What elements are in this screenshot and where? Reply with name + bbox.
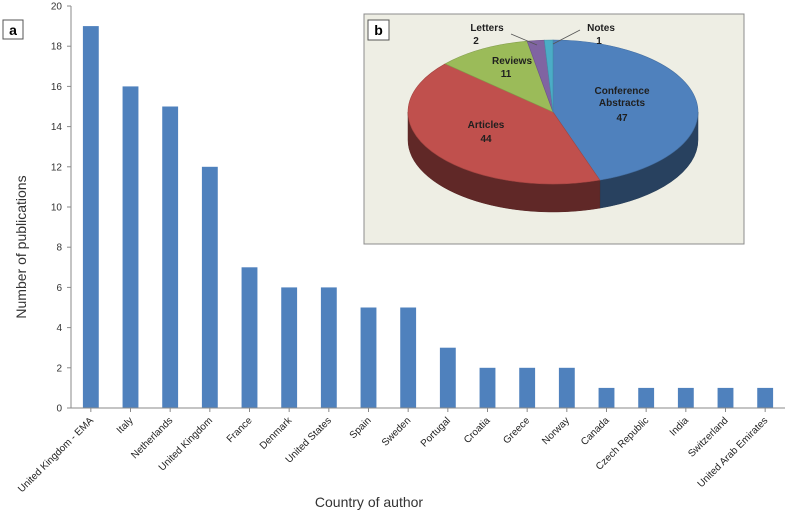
pie-label-articles-name: Articles [468, 120, 505, 131]
bar [82, 26, 99, 408]
x-tick-label: Norway [540, 415, 572, 447]
panel-a-letter: a [9, 22, 17, 38]
x-tick-label: India [668, 415, 691, 438]
pie-slice [444, 40, 554, 113]
y-axis: 0 2 4 6 8 10 12 14 16 18 20 [51, 2, 71, 415]
y-tick-label: 6 [56, 283, 62, 294]
bar [677, 387, 694, 408]
pie-slice [552, 39, 699, 181]
pie-chart-panel: b Conference Abstracts 47 Articles 44 Re… [363, 13, 745, 245]
x-axis-labels: United Kingdom - EMA ItalyNetherlandsUnit… [16, 408, 770, 495]
x-tick-label: Portugal [419, 415, 453, 449]
pie-labels: Conference Abstracts 47 Articles 44 Revi… [468, 23, 650, 145]
y-tick-label: 10 [51, 203, 63, 214]
pie-slice [543, 39, 554, 113]
bar [360, 307, 377, 408]
panel-b-box [367, 19, 390, 41]
bar [201, 166, 218, 408]
letters-leader-line [510, 33, 538, 46]
x-tick-label: United Kingdom - EMA [16, 415, 96, 495]
y-tick-label: 8 [56, 243, 62, 254]
pie-slices [407, 39, 699, 213]
y-tick-label: 16 [51, 82, 63, 93]
bar-series [82, 26, 774, 409]
pie-label-articles-value: 44 [480, 134, 492, 145]
x-tick-label: Italy [115, 415, 136, 436]
x-tick-label: United Arab Emirates [696, 415, 771, 490]
y-tick-label: 4 [56, 323, 62, 334]
bar [598, 387, 615, 408]
pie-label-letters-name: Letters [470, 23, 504, 34]
pie-slice [407, 63, 601, 185]
panel-a-box [2, 19, 24, 40]
pie-label-reviews-name: Reviews [492, 56, 532, 67]
pie-label-letters-value: 2 [473, 36, 479, 47]
y-tick-label: 20 [51, 2, 63, 13]
x-tick-label: Canada [579, 415, 612, 448]
bar [439, 347, 456, 408]
y-axis-title: Number of publications [13, 175, 29, 318]
y-tick-label: 12 [51, 162, 63, 173]
bar [519, 367, 536, 408]
y-tick-label: 2 [56, 363, 62, 374]
y-tick-label: 0 [56, 404, 62, 415]
bar [320, 287, 337, 408]
bar [162, 106, 179, 408]
y-tick-label: 18 [51, 42, 63, 53]
pie-label-reviews-value: 11 [501, 69, 512, 80]
bar [638, 387, 655, 408]
pie-label-notes-value: 1 [596, 36, 602, 47]
pie-label-conference-value: 47 [616, 113, 628, 124]
bar [241, 267, 258, 408]
bar [122, 86, 139, 409]
pie-label-conference-name: Conference [594, 86, 649, 97]
bar [717, 387, 734, 408]
x-tick-label: Sweden [380, 415, 413, 448]
bar [757, 387, 774, 408]
panel-b-letter: b [374, 22, 383, 38]
x-tick-label: Spain [348, 415, 374, 441]
x-tick-label: Croatia [462, 415, 493, 446]
bar [400, 307, 417, 408]
bar [281, 287, 298, 408]
bar [479, 367, 496, 408]
notes-leader-line [552, 29, 581, 45]
bar [558, 367, 575, 408]
x-tick-label: Greece [501, 415, 532, 446]
x-tick-label: France [225, 415, 255, 445]
x-axis-title: Country of author [315, 494, 424, 510]
x-tick-label: Denmark [258, 415, 295, 452]
pie-label-notes-name: Notes [587, 23, 615, 34]
y-tick-label: 14 [51, 122, 63, 133]
pie-label-conference-name-2: Abstracts [599, 98, 646, 109]
